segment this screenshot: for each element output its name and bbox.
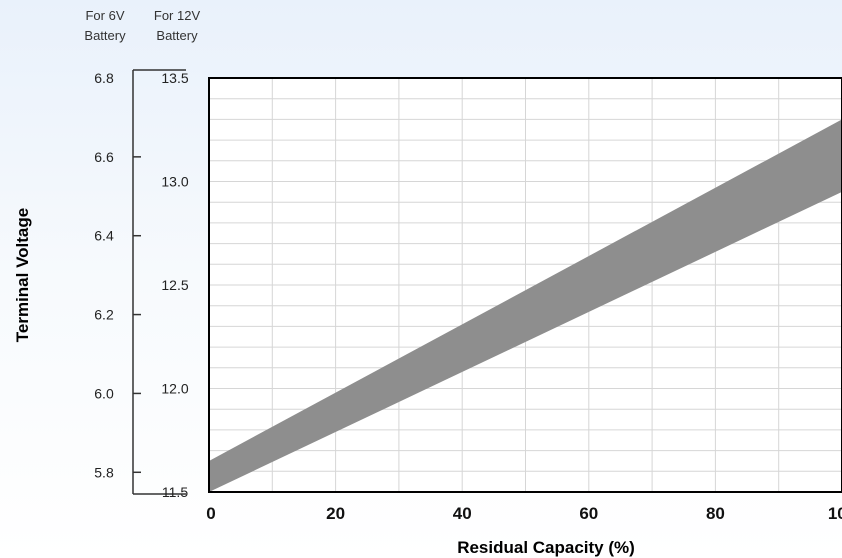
- tick-label-12v: 12.5: [161, 277, 188, 293]
- ticks-6v: 5.8 6.0 6.2 6.4 6.6 6.8: [94, 70, 141, 480]
- tick-label-6v: 6.4: [94, 228, 114, 244]
- tick-label-x: 60: [579, 504, 598, 523]
- ticks-12v: 11.5 12.0 12.5 13.0 13.5: [161, 70, 188, 500]
- heading-12v-line1: For 12V: [154, 8, 201, 23]
- tick-label-12v: 13.0: [161, 174, 188, 190]
- tick-label-6v: 6.8: [94, 70, 114, 86]
- tick-label-6v: 6.6: [94, 149, 114, 165]
- y-axis-title: Terminal Voltage: [13, 208, 32, 342]
- tick-label-12v: 11.5: [162, 484, 188, 500]
- tick-label-12v: 12.0: [161, 381, 188, 397]
- heading-6v-line1: For 6V: [85, 8, 124, 23]
- tick-label-6v: 6.0: [94, 385, 114, 401]
- plot-frame: [208, 77, 842, 493]
- tick-label-6v: 5.8: [94, 464, 114, 480]
- x-axis-title: Residual Capacity (%): [457, 538, 635, 557]
- tick-label-12v: 13.5: [161, 70, 188, 86]
- tick-label-x: 0: [206, 504, 215, 523]
- tick-label-6v: 6.2: [94, 307, 114, 323]
- plot-area: [208, 77, 842, 493]
- grid: [209, 78, 842, 492]
- ticks-x: 0 20 40 60 80 100: [206, 504, 842, 523]
- voltage-band: [209, 119, 842, 493]
- heading-6v-line2: Battery: [84, 28, 126, 43]
- tick-label-x: 80: [706, 504, 725, 523]
- tick-label-x: 20: [326, 504, 345, 523]
- tick-label-x: 40: [453, 504, 472, 523]
- heading-12v-line2: Battery: [156, 28, 198, 43]
- tick-label-x: 100: [828, 504, 842, 523]
